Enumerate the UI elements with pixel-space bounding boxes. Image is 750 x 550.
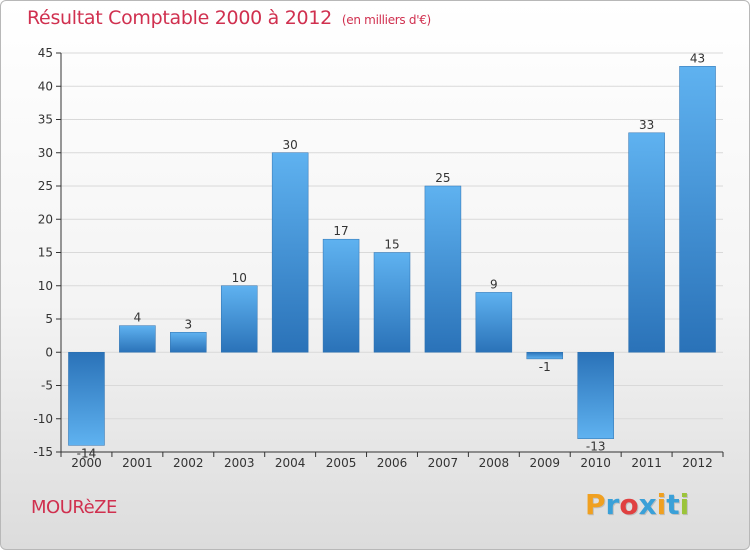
x-tick-label: 2008 (479, 456, 510, 470)
data-label: 30 (283, 138, 298, 152)
x-tick-label: 2009 (529, 456, 560, 470)
bar (577, 352, 614, 439)
bar (373, 252, 411, 353)
y-tick-label: -15 (33, 445, 53, 459)
x-tick-label: 2000 (71, 456, 102, 470)
bar (170, 332, 207, 353)
logo-letter: o (619, 488, 639, 521)
chart-title: Résultat Comptable 2000 à 2012 (en millie… (27, 7, 431, 29)
y-tick-label: 5 (45, 312, 53, 326)
bar (628, 132, 665, 353)
bar (322, 238, 360, 353)
x-tick-label: 2010 (580, 456, 611, 470)
bar (119, 325, 156, 353)
x-tick-label: 2001 (122, 456, 153, 470)
logo-letter: i (656, 488, 667, 521)
town-name: MOURèZE (31, 497, 117, 518)
y-tick-label: 45 (38, 46, 53, 60)
data-label: 15 (384, 238, 399, 252)
bar (526, 352, 564, 360)
proxiti-logo: Proxiti (585, 488, 689, 521)
y-tick-label: 30 (38, 146, 53, 160)
chart-title-text: Résultat Comptable 2000 à 2012 (27, 7, 332, 29)
x-tick-label: 2012 (682, 456, 713, 470)
data-label: 10 (232, 271, 247, 285)
x-tick-label: 2003 (224, 456, 255, 470)
bar (68, 352, 105, 446)
x-tick-label: 2007 (428, 456, 459, 470)
x-tick-label: 2006 (377, 456, 408, 470)
y-tick-label: 0 (45, 345, 53, 359)
chart-subtitle: (en milliers d'€) (341, 13, 431, 27)
bar (220, 285, 258, 353)
y-tick-label: -10 (33, 412, 53, 426)
data-label: -14 (77, 446, 97, 460)
bar (475, 292, 513, 353)
logo-letter: P (585, 488, 606, 521)
y-tick-label: 35 (38, 113, 53, 127)
bar (271, 152, 309, 353)
data-label: 17 (333, 224, 348, 238)
logo-letter: t (666, 488, 680, 521)
data-label: 4 (134, 311, 142, 325)
data-label: 33 (639, 118, 654, 132)
y-tick-label: 40 (38, 79, 53, 93)
data-label: 3 (184, 317, 192, 331)
y-tick-label: 25 (38, 179, 53, 193)
logo-letter: r (605, 488, 620, 521)
data-label: -13 (586, 440, 606, 454)
y-tick-label: -5 (41, 379, 53, 393)
data-label: -1 (539, 360, 551, 374)
logo-letter: i (679, 488, 690, 521)
y-tick-label: 20 (38, 212, 53, 226)
bar (679, 66, 716, 353)
x-tick-label: 2005 (326, 456, 357, 470)
x-tick-label: 2004 (275, 456, 306, 470)
x-tick-label: 2011 (631, 456, 662, 470)
y-tick-label: 15 (38, 246, 53, 260)
data-label: 43 (690, 51, 705, 65)
data-label: 9 (490, 277, 498, 291)
y-tick-label: 10 (38, 279, 53, 293)
data-label: 25 (435, 171, 450, 185)
x-tick-label: 2002 (173, 456, 204, 470)
bar (424, 185, 462, 353)
logo-letter: x (638, 488, 657, 521)
